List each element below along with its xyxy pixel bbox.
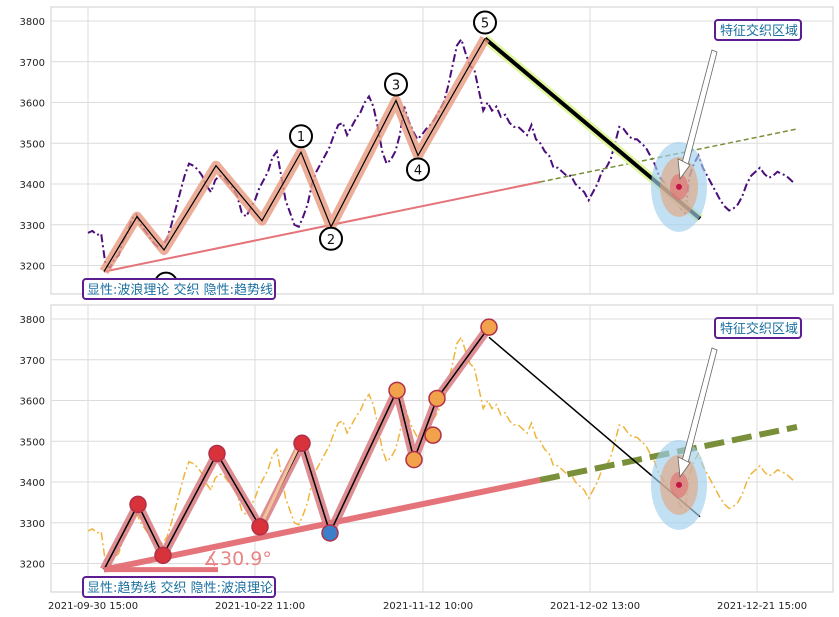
top-wave-band — [99, 36, 490, 275]
wave-point-marker-2 — [319, 226, 343, 251]
top-trend-line — [103, 180, 541, 273]
top-annotation-arrow — [680, 49, 718, 170]
top-grid: 3200 3300 3400 3500 3600 3700 3800 — [20, 7, 833, 294]
top-caption-text: 显性:波浪理论 交织 隐性:趋势线 — [87, 282, 273, 298]
bottom-y-tick-label: 3800 — [20, 315, 45, 326]
bottom-y-tick-label: 3400 — [20, 478, 45, 489]
top-y-tick-label: 3600 — [20, 99, 45, 110]
wave-point-label-3: 3 — [392, 78, 400, 93]
swing-marker — [208, 444, 226, 463]
swing-marker — [154, 546, 172, 565]
swing-marker — [388, 381, 406, 400]
bottom-grid: 3200 3300 3400 3500 3600 3700 3800 — [20, 305, 833, 592]
wave-point-label-1: 1 — [297, 130, 305, 145]
wave-point-marker-4 — [406, 157, 430, 182]
x-tick-label: 2021-09-30 15:00 — [48, 601, 138, 612]
bottom-y-tick-label: 3500 — [20, 437, 45, 448]
top-y-tick-label: 3300 — [20, 221, 45, 232]
swing-marker — [129, 495, 147, 514]
bottom-annotation-box: 特征交织区域 — [714, 317, 802, 339]
top-annotation-frame — [714, 19, 802, 41]
bottom-y-tick-label: 3200 — [20, 560, 45, 571]
bottom-plot-frame — [50, 304, 834, 593]
bottom-trend-line — [103, 477, 541, 573]
top-y-tick-label: 3400 — [20, 180, 45, 191]
wave-point-label-5: 5 — [481, 17, 489, 32]
bottom-annotation-frame — [714, 317, 802, 339]
bottom-caption-frame — [82, 576, 276, 598]
wave-point-marker-1 — [289, 124, 313, 149]
top-region-center — [676, 183, 682, 190]
wave-point-label-4: 4 — [414, 163, 422, 178]
bottom-annotation-arrowhead — [677, 456, 691, 478]
top-caption-box: 显性:波浪理论 交织 隐性:趋势线 — [82, 278, 276, 300]
wave-point-label-2: 2 — [327, 233, 335, 248]
top-y-tick-label: 3700 — [20, 58, 45, 69]
top-y-tick-label: 3200 — [20, 262, 45, 273]
bottom-y-tick-label: 3300 — [20, 519, 45, 530]
x-tick-label: 2021-12-02 13:00 — [550, 601, 640, 612]
bottom-swing-side — [258, 442, 302, 528]
bottom-caption-text: 显性:趋势线 交织 隐性:波浪理论 — [87, 580, 273, 596]
trend-angle-label: ∡30.9° — [203, 548, 272, 570]
bottom-chart-layer — [87, 318, 798, 573]
top-y-tick-label: 3500 — [20, 139, 45, 150]
x-tick-label: 2021-11-12 10:00 — [383, 601, 473, 612]
swing-marker — [251, 518, 269, 536]
swing-marker — [424, 426, 442, 444]
swing-marker — [321, 524, 339, 542]
bottom-y-tick-label: 3600 — [20, 397, 45, 408]
top-y-tick-label: 3800 — [20, 17, 45, 28]
swing-marker — [293, 434, 311, 453]
top-annotation-arrowhead — [677, 158, 691, 180]
swing-marker — [480, 318, 498, 336]
top-annotation-text: 特征交织区域 — [720, 23, 798, 39]
swing-marker — [405, 450, 423, 469]
x-tick-label: 2021-10-22 11:00 — [215, 601, 305, 612]
bottom-annotation-arrow — [680, 347, 718, 468]
top-wave-line — [103, 38, 486, 272]
bottom-region-center — [676, 481, 682, 488]
bottom-annotation-text: 特征交织区域 — [720, 321, 798, 337]
top-caption-frame — [82, 278, 276, 300]
top-plot-frame — [50, 6, 834, 295]
swing-marker — [428, 389, 446, 408]
wave-point-marker-3 — [384, 72, 408, 97]
wave-point-marker-5 — [473, 10, 497, 35]
x-tick-label: 2021-12-21 15:00 — [717, 601, 807, 612]
top-annotation-box: 特征交织区域 — [714, 19, 802, 41]
bottom-y-tick-label: 3700 — [20, 356, 45, 367]
bottom-caption-box: 显性:趋势线 交织 隐性:波浪理论 — [82, 576, 276, 598]
